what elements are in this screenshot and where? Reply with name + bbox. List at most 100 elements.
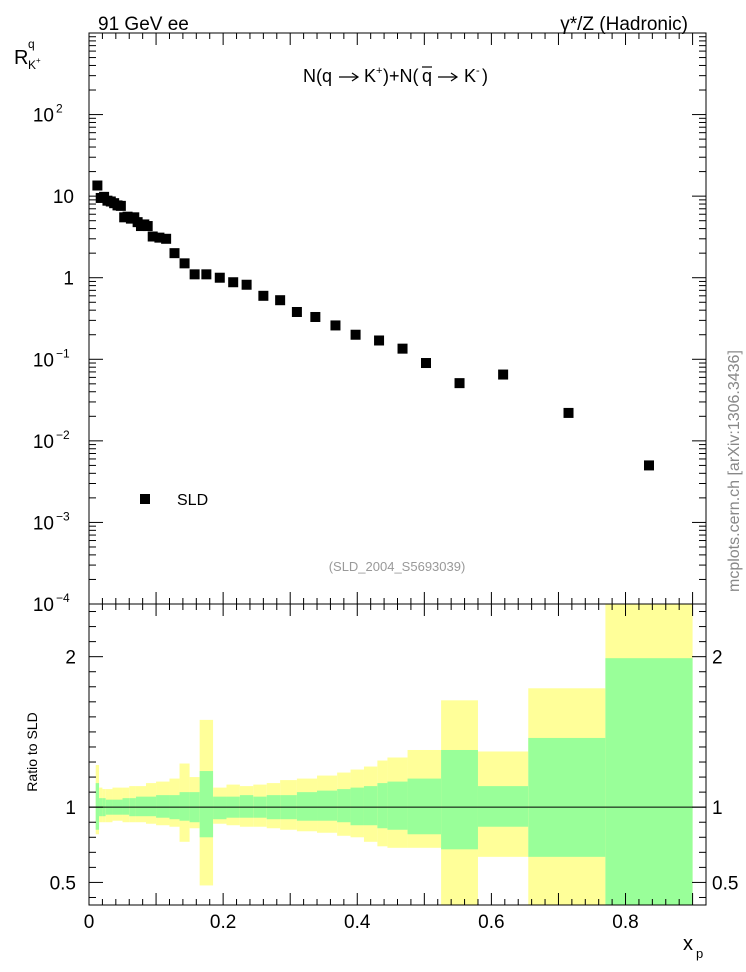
- tick-base: 10: [33, 513, 54, 534]
- ratio-y-tick-label: 2: [65, 648, 76, 669]
- tick-base: 10: [33, 350, 54, 371]
- ylabel-sub-sup: +: [36, 56, 41, 65]
- data-point: [374, 335, 385, 346]
- stat-band: [387, 781, 408, 830]
- data-point: [179, 258, 190, 269]
- title-end: ): [482, 66, 488, 86]
- main-y-tick-label: 10: [53, 187, 74, 208]
- ratio-frame: [88, 603, 707, 906]
- ratio-x-axis-label: x p: [683, 933, 703, 961]
- data-point: [161, 233, 172, 244]
- data-point: [201, 269, 212, 280]
- main-y-tick-label: 10 2: [33, 102, 63, 127]
- ratio-y-tick-labels-left: 0.5 1 2: [50, 648, 76, 895]
- data-point: [643, 460, 654, 471]
- title-mid: )+N(: [383, 66, 419, 86]
- stat-band: [528, 737, 606, 857]
- legend-label-sld: SLD: [177, 492, 208, 509]
- ratio-y-tick-label: 0.5: [50, 873, 76, 894]
- data-point: [330, 320, 341, 331]
- tick-exponent: −2: [56, 428, 70, 442]
- ylabel-sub-main: K: [28, 58, 36, 72]
- tick-exponent: −4: [56, 591, 70, 605]
- data-point: [228, 277, 239, 288]
- ratio-y-axis-label: Ratio to SLD: [24, 712, 40, 791]
- ratio-x-tick-label: 0.8: [612, 912, 638, 933]
- ratio-x-tick-label: 0.4: [344, 912, 371, 933]
- stat-band: [377, 783, 388, 829]
- tick-exponent: 2: [56, 102, 63, 116]
- title-k-plus-sup: +: [376, 65, 382, 77]
- header-left-label: 91 GeV ee: [98, 14, 189, 35]
- header-right-label: γ*/Z (Hadronic): [560, 14, 688, 35]
- xlabel-main: x: [683, 933, 693, 955]
- legend: SLD: [140, 492, 208, 509]
- data-point: [275, 295, 286, 306]
- main-y-tick-label: 10 −1: [33, 346, 70, 371]
- title-qbar: q: [422, 66, 432, 86]
- stat-band: [605, 658, 693, 905]
- data-point: [154, 232, 165, 243]
- main-y-tick-label: 10 −2: [33, 428, 70, 453]
- tick-base: 10: [33, 432, 54, 453]
- stat-band: [350, 787, 364, 826]
- stat-band: [239, 795, 254, 818]
- data-point: [454, 378, 465, 389]
- stat-band: [441, 749, 478, 850]
- ratio-x-tick-labels: 0 0.2 0.4 0.6 0.8: [84, 912, 639, 933]
- xlabel-sub: p: [696, 946, 703, 961]
- data-point: [258, 290, 269, 301]
- data-point: [291, 306, 302, 317]
- stat-band: [156, 795, 170, 818]
- stat-band: [317, 790, 338, 821]
- stat-band: [95, 783, 100, 830]
- data-point: [147, 231, 158, 242]
- main-title: N(q K + )+N( q K - ): [303, 65, 488, 86]
- ratio-x-tick-label: 0: [84, 912, 95, 933]
- ylabel-main: R: [14, 47, 28, 69]
- tick-exponent: −1: [56, 346, 70, 360]
- tick-base: 10: [33, 106, 54, 127]
- main-y-axis-label: R q K +: [14, 37, 41, 72]
- stat-band: [407, 778, 442, 835]
- title-k-minus: K: [464, 66, 476, 86]
- ratio-y-tick-labels-right: 0.5 1 2: [712, 648, 738, 895]
- ratio-y-tick-label-right: 0.5: [712, 873, 738, 894]
- stat-band: [363, 786, 378, 826]
- ratio-x-tick-label: 0.2: [210, 912, 236, 933]
- main-y-tick-label: 10 −4: [33, 591, 70, 616]
- data-point: [214, 272, 225, 283]
- legend-marker-square: [140, 494, 150, 504]
- stat-band: [122, 798, 130, 815]
- watermark: mcplots.cern.ch [arXiv:1306.3436]: [726, 350, 743, 592]
- main-data-points: [92, 180, 654, 471]
- ratio-y-tick-label-right: 2: [712, 648, 723, 669]
- data-point: [563, 407, 574, 418]
- ratio-panel: 0.5 1 2 0.5 1 2 0 0.2 0.4 0.6 0.8 Ratio to SLD x…: [24, 603, 738, 961]
- ratio-x-tick-label: 0.6: [478, 912, 504, 933]
- stat-band: [135, 796, 147, 817]
- main-frame: [88, 32, 707, 605]
- data-point: [310, 311, 321, 322]
- tick-base: 10: [53, 187, 74, 208]
- stat-band: [199, 771, 214, 838]
- stat-band: [179, 792, 190, 821]
- ylabel-sup: q: [28, 37, 35, 51]
- title-n1: N(q: [303, 66, 332, 86]
- stat-band: [477, 786, 529, 827]
- data-point: [189, 269, 200, 280]
- ratio-y-tick-label: 1: [65, 798, 76, 819]
- data-point: [397, 343, 408, 354]
- stat-band: [337, 789, 351, 823]
- arrow-icon: [339, 72, 360, 82]
- data-point: [115, 200, 126, 211]
- stat-band: [146, 796, 157, 817]
- data-point: [241, 279, 252, 290]
- data-point: [421, 358, 432, 369]
- tick-base: 10: [33, 595, 54, 616]
- data-point: [142, 221, 153, 232]
- main-axis-ticks: [88, 33, 706, 605]
